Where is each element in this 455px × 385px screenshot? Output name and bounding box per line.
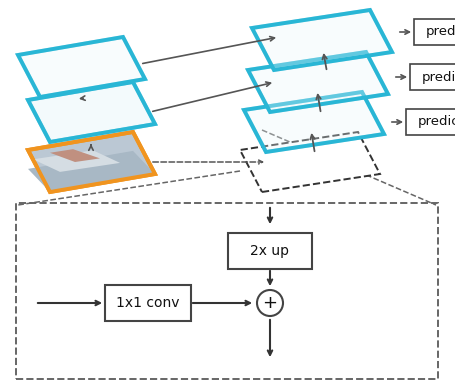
FancyBboxPatch shape bbox=[105, 285, 191, 321]
Polygon shape bbox=[50, 149, 100, 162]
Text: predict: predict bbox=[420, 70, 455, 84]
Text: 2x up: 2x up bbox=[250, 244, 289, 258]
FancyBboxPatch shape bbox=[413, 19, 455, 45]
Polygon shape bbox=[248, 52, 387, 112]
Text: predict: predict bbox=[417, 116, 455, 129]
Circle shape bbox=[257, 290, 283, 316]
Polygon shape bbox=[243, 92, 383, 152]
FancyBboxPatch shape bbox=[409, 64, 455, 90]
Text: 1x1 conv: 1x1 conv bbox=[116, 296, 179, 310]
Polygon shape bbox=[33, 150, 120, 172]
Text: predict: predict bbox=[425, 25, 455, 38]
Polygon shape bbox=[28, 151, 155, 192]
Text: +: + bbox=[262, 294, 277, 312]
FancyBboxPatch shape bbox=[228, 233, 311, 269]
Polygon shape bbox=[28, 82, 155, 142]
FancyBboxPatch shape bbox=[16, 203, 437, 379]
Polygon shape bbox=[18, 37, 145, 97]
Polygon shape bbox=[239, 132, 379, 192]
Polygon shape bbox=[252, 10, 391, 70]
Polygon shape bbox=[28, 132, 155, 192]
FancyBboxPatch shape bbox=[405, 109, 455, 135]
